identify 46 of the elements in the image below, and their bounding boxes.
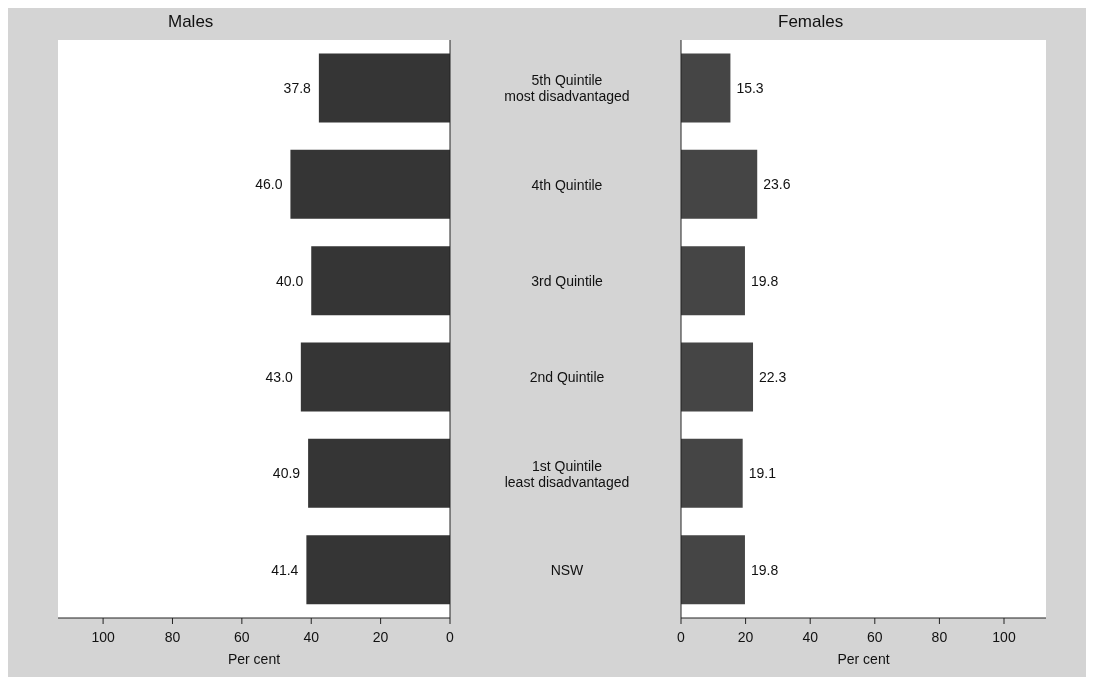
chart-title: Females	[778, 12, 844, 32]
data-label: 40.9	[272, 465, 301, 482]
x-tick-label: 80	[164, 628, 181, 645]
data-label: 23.6	[763, 176, 791, 193]
bar	[681, 438, 743, 508]
bar	[290, 149, 450, 219]
data-label: 15.3	[736, 79, 764, 96]
data-label: 43.0	[265, 368, 294, 385]
x-axis-title: Per cent	[227, 651, 281, 667]
x-tick-label: 100	[992, 628, 1016, 645]
bar	[681, 535, 745, 605]
bar	[308, 438, 450, 508]
y-tick-label: 1st Quintile least disadvantaged	[504, 457, 630, 490]
y-tick-label: 2nd Quintile	[529, 369, 605, 386]
x-axis-title: Per cent	[837, 651, 890, 667]
bar	[681, 342, 754, 412]
x-tick-label: 0	[677, 628, 686, 645]
bar	[300, 342, 450, 412]
data-label: 40.0	[275, 272, 304, 289]
x-tick-label: 40	[802, 628, 819, 645]
bar	[681, 53, 731, 123]
bar	[681, 246, 745, 316]
data-label: 41.4	[271, 561, 299, 578]
y-tick-label: 4th Quintile	[531, 176, 603, 193]
data-label: 19.8	[750, 561, 779, 578]
bar	[306, 535, 450, 605]
y-tick-label: 5th Quintile most disadvantaged	[504, 72, 630, 105]
y-tick-label: NSW	[550, 561, 585, 578]
x-tick-label: 60	[234, 628, 250, 645]
x-tick-label: 20	[372, 628, 389, 645]
x-tick-label: 60	[867, 628, 883, 645]
data-label: 19.1	[748, 465, 777, 482]
x-tick-label: 40	[303, 628, 320, 645]
data-label: 37.8	[283, 79, 312, 96]
bar	[681, 149, 758, 219]
bar	[311, 246, 450, 316]
x-tick-label: 80	[931, 628, 948, 645]
data-label: 46.0	[255, 176, 283, 193]
data-label: 22.3	[759, 368, 787, 385]
x-tick-label: 100	[91, 628, 115, 645]
x-tick-label: 20	[737, 628, 754, 645]
bar	[318, 53, 450, 123]
data-label: 19.8	[750, 272, 779, 289]
y-tick-label: 3rd Quintile	[531, 272, 604, 289]
x-tick-label: 0	[446, 628, 455, 645]
chart-title: Males	[168, 12, 214, 32]
